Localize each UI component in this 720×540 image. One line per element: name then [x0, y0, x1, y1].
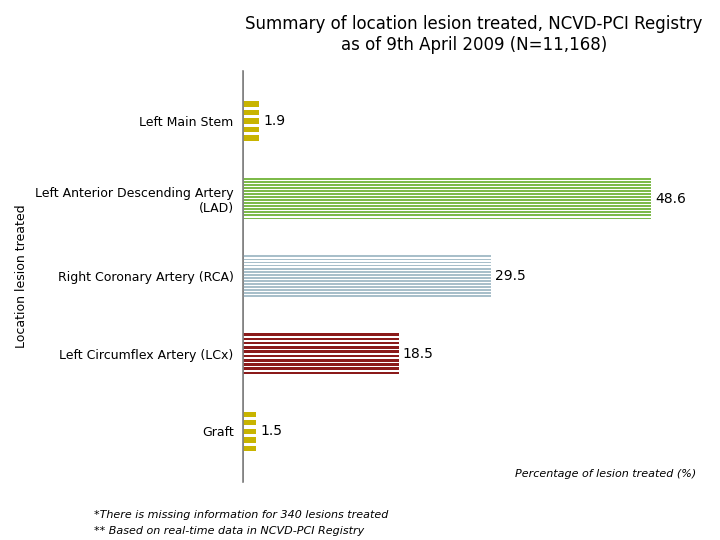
Bar [243, 338, 399, 340]
Bar [243, 190, 652, 192]
Bar [243, 178, 652, 180]
Text: 18.5: 18.5 [402, 347, 433, 361]
Bar [243, 118, 259, 124]
Bar [243, 255, 491, 258]
Text: 1.5: 1.5 [260, 424, 282, 438]
Bar [243, 211, 652, 213]
Bar [243, 205, 652, 207]
Y-axis label: Location lesion treated: Location lesion treated [15, 205, 28, 348]
Bar [243, 208, 652, 210]
Bar [243, 372, 399, 374]
Text: ** Based on real-time data in NCVD-PCI Registry: ** Based on real-time data in NCVD-PCI R… [94, 526, 364, 537]
Bar [243, 265, 491, 267]
Bar [243, 187, 652, 189]
Bar [243, 268, 491, 269]
Bar [243, 420, 256, 426]
Bar [243, 411, 256, 417]
Bar [243, 342, 399, 345]
Bar [243, 280, 491, 282]
Bar [243, 127, 259, 132]
Bar [243, 202, 652, 204]
Bar [243, 102, 259, 106]
Bar [243, 429, 256, 434]
Bar [243, 274, 491, 275]
Bar [243, 333, 399, 336]
Bar [243, 193, 652, 195]
Bar [243, 289, 491, 291]
Text: *There is missing information for 340 lesions treated: *There is missing information for 340 le… [94, 510, 388, 521]
Text: 29.5: 29.5 [495, 269, 526, 283]
Bar [243, 110, 259, 115]
Bar [243, 367, 399, 370]
Bar [243, 184, 652, 186]
Bar [243, 283, 491, 285]
Bar [243, 359, 399, 361]
Bar [243, 437, 256, 443]
Bar [243, 196, 652, 198]
Title: Summary of location lesion treated, NCVD-PCI Registry
as of 9th April 2009 (N=11: Summary of location lesion treated, NCVD… [246, 15, 703, 54]
Bar [243, 295, 491, 297]
Bar [243, 259, 491, 260]
Text: Percentage of lesion treated (%): Percentage of lesion treated (%) [515, 469, 696, 480]
Bar [243, 446, 256, 451]
Bar [243, 292, 491, 294]
Bar [243, 346, 399, 349]
Bar [243, 271, 491, 273]
Text: 1.9: 1.9 [264, 114, 286, 128]
Bar [243, 199, 652, 201]
Bar [243, 355, 399, 357]
Bar [243, 218, 652, 219]
Bar [243, 363, 399, 366]
Bar [243, 181, 652, 183]
Bar [243, 277, 491, 279]
Bar [243, 286, 491, 288]
Bar [243, 214, 652, 217]
Bar [243, 350, 399, 353]
Bar [243, 261, 491, 264]
Text: 48.6: 48.6 [655, 192, 686, 206]
Bar [243, 136, 259, 141]
